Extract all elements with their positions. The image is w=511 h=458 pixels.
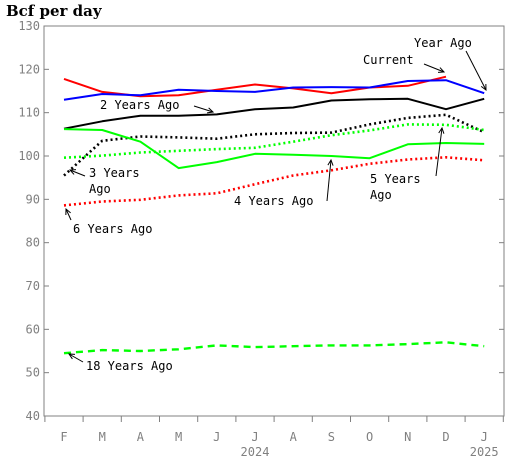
annotation-arrow — [326, 159, 332, 202]
x-tick-label: J — [251, 430, 258, 444]
y-tick-label: 90 — [26, 192, 40, 206]
annotation-arrowhead — [480, 83, 487, 92]
annotation-label: 4 Years Ago — [234, 194, 313, 208]
annotation-label: Year Ago — [414, 36, 472, 50]
annotation-arrowhead — [68, 353, 76, 360]
series-line-current — [63, 75, 447, 98]
series-line-2-years-ago — [63, 97, 485, 130]
y-tick-label: 120 — [18, 62, 40, 76]
annotation-arrowhead — [68, 169, 77, 175]
series-line-year-ago — [63, 79, 485, 101]
x-year-label: 2024 — [241, 445, 270, 458]
series-line-6-years-ago — [63, 156, 485, 207]
y-axis-title: Bcf per day — [6, 2, 103, 20]
y-tick-label: 50 — [26, 366, 40, 380]
y-tick-label: 80 — [26, 236, 40, 250]
x-tick-label: N — [404, 430, 411, 444]
y-tick-label: 110 — [18, 106, 40, 120]
annotation-label: Current — [363, 53, 414, 67]
annotation-arrowhead — [437, 67, 446, 73]
x-tick-label: A — [290, 430, 298, 444]
y-tick-label: 60 — [26, 322, 40, 336]
x-tick-label: J — [213, 430, 220, 444]
series-line-18-years-ago — [63, 341, 485, 355]
y-tick-label: 130 — [18, 19, 40, 33]
annotation-label: Ago — [370, 188, 392, 202]
annotation-label: 2 Years Ago — [100, 98, 179, 112]
annotation-label: 6 Years Ago — [73, 222, 152, 236]
annotation-arrow — [65, 208, 72, 221]
plot-area — [43, 25, 505, 417]
x-year-label: 2025 — [470, 445, 499, 458]
x-tick-label: J — [481, 430, 488, 444]
annotation-arrow — [69, 169, 86, 177]
x-tick-label: S — [328, 430, 335, 444]
annotation-arrowhead — [65, 207, 71, 216]
x-tick-label: A — [137, 430, 145, 444]
annotation-label: 5 Years — [370, 172, 421, 186]
y-axis: 40 50 60 70 80 90 100 110 120 130 — [18, 19, 504, 423]
annotation-arrowhead — [438, 126, 445, 134]
x-tick-label: M — [99, 430, 106, 444]
x-tick-label: D — [442, 430, 449, 444]
annotation-label: 3 Years — [89, 166, 140, 180]
annotation-arrowhead — [206, 107, 215, 114]
x-tick-label: F — [60, 430, 67, 444]
annotation-label: 18 Years Ago — [86, 359, 173, 373]
annotation-arrow — [423, 63, 445, 73]
y-tick-label: 70 — [26, 279, 40, 293]
series-line-5-years-ago — [63, 123, 485, 159]
y-tick-label: 100 — [18, 149, 40, 163]
annotation-arrowhead — [327, 158, 334, 166]
annotation-label: Ago — [89, 182, 111, 196]
annotation-arrow — [465, 50, 487, 91]
series-line-3-years-ago — [63, 113, 485, 177]
x-tick-label: O — [366, 430, 373, 444]
annotation-arrow — [435, 127, 443, 177]
series-group — [63, 75, 485, 355]
series-line-4-years-ago — [63, 128, 485, 170]
annotation-arrow — [68, 353, 84, 363]
annotation-arrow — [193, 105, 214, 113]
x-tick-label: M — [175, 430, 182, 444]
y-tick-label: 40 — [26, 409, 40, 423]
